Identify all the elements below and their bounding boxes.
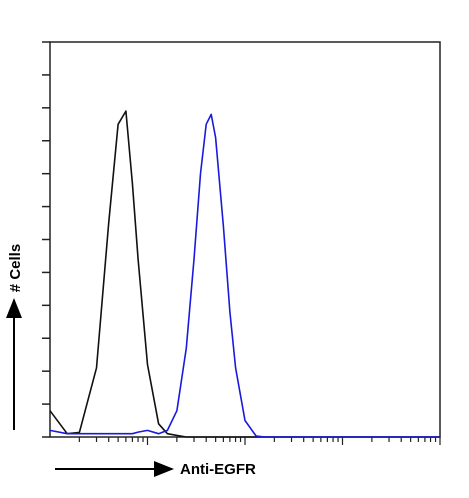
plot-frame bbox=[49, 41, 441, 438]
histogram-line bbox=[49, 113, 440, 438]
x-axis-label: Anti-EGFR bbox=[180, 461, 256, 478]
histogram-line bbox=[49, 110, 440, 438]
y-axis-label: # Cells bbox=[7, 244, 24, 292]
